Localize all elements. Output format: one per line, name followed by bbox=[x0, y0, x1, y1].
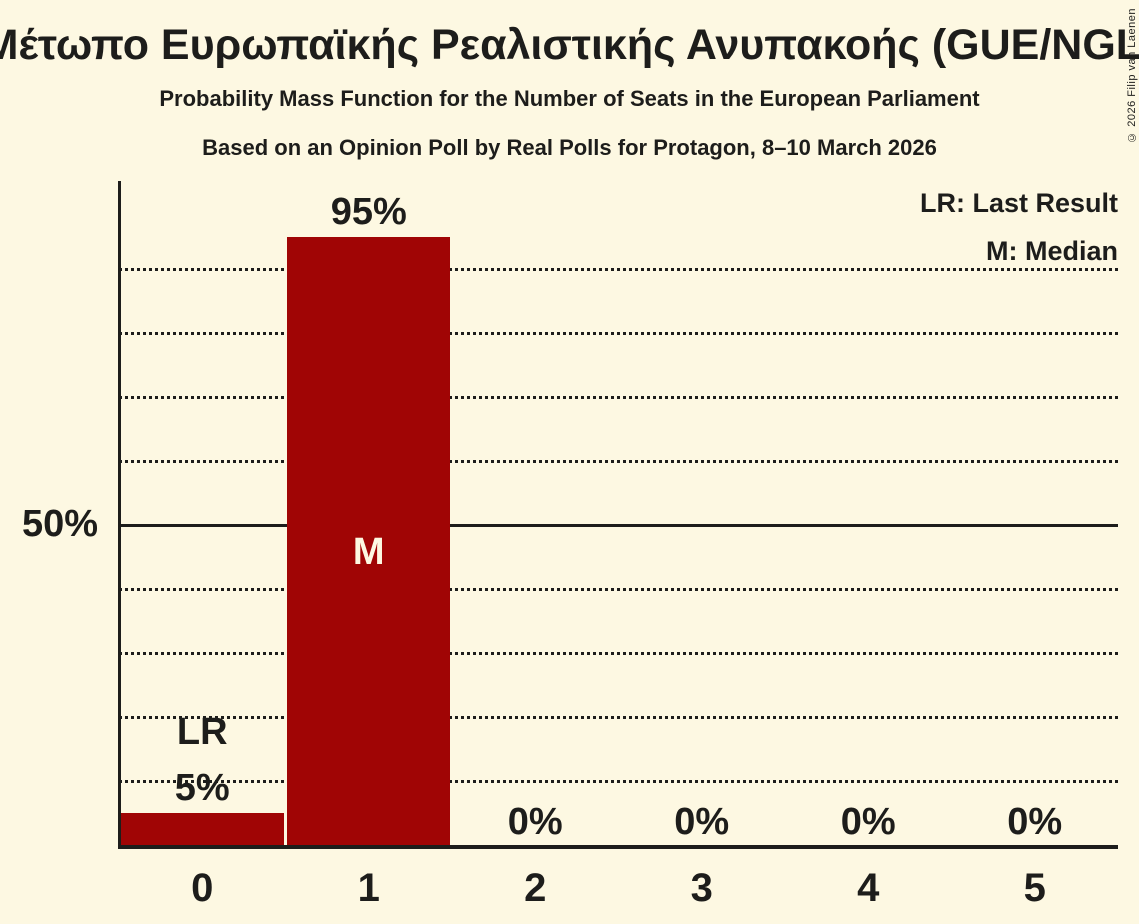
gridline-30 bbox=[119, 651, 1118, 655]
gridline-60 bbox=[119, 459, 1118, 463]
x-tick-label-0: 0 bbox=[191, 866, 214, 910]
gridline-50 bbox=[119, 523, 1118, 527]
x-tick-label-5: 5 bbox=[1023, 866, 1046, 910]
plot-area: 5% 95% 0% 0% 0% 0% LR M bbox=[119, 181, 1118, 845]
y-axis-tick-label-50: 50% bbox=[21, 503, 98, 545]
annotation-lr: LR bbox=[176, 711, 228, 753]
chart-title: Μέτωπο Ευρωπαϊκής Ρεαλιστικής Ανυπακοής … bbox=[0, 21, 1139, 69]
gridline-40 bbox=[119, 587, 1118, 591]
bar-value-label-2: 0% bbox=[507, 801, 563, 843]
bar-value-label-0: 5% bbox=[174, 767, 230, 809]
gridline-80 bbox=[119, 331, 1118, 335]
x-tick-label-4: 4 bbox=[857, 866, 880, 910]
gridline-70 bbox=[119, 395, 1118, 399]
y-axis-line bbox=[118, 181, 121, 849]
x-tick-label-3: 3 bbox=[690, 866, 713, 910]
bar-seat-1 bbox=[287, 237, 451, 845]
gridline-90 bbox=[119, 267, 1118, 271]
bar-value-label-1: 95% bbox=[330, 191, 407, 233]
legend-item-median: M: Median bbox=[986, 236, 1118, 266]
legend-item-last-result: LR: Last Result bbox=[919, 188, 1118, 218]
chart-legend: LR: Last Result M: Median bbox=[920, 179, 1118, 275]
bar-seat-0 bbox=[120, 813, 284, 845]
bar-value-label-3: 0% bbox=[674, 801, 730, 843]
chart-subtitle: Probability Mass Function for the Number… bbox=[159, 86, 980, 111]
annotation-m: M bbox=[352, 531, 385, 573]
x-tick-label-2: 2 bbox=[524, 866, 547, 910]
x-axis-line bbox=[118, 845, 1118, 849]
bar-value-label-5: 0% bbox=[1007, 801, 1063, 843]
copyright-notice: © 2026 Filip van Laenen bbox=[1126, 8, 1138, 143]
x-tick-label-1: 1 bbox=[357, 866, 380, 910]
chart-source-line: Based on an Opinion Poll by Real Polls f… bbox=[202, 135, 937, 160]
bar-value-label-4: 0% bbox=[840, 801, 896, 843]
gridline-10 bbox=[119, 779, 1118, 783]
gridline-20 bbox=[119, 715, 1118, 719]
